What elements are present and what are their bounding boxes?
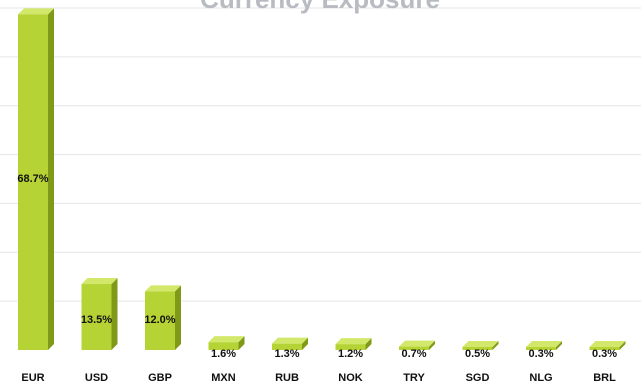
chart-title: Currency Exposure	[200, 0, 440, 14]
bar-side	[492, 341, 499, 350]
bar-try	[399, 340, 435, 350]
x-tick-label: GBP	[148, 372, 172, 384]
bar-side	[365, 338, 372, 350]
bar-side	[556, 341, 562, 350]
bar-front	[335, 344, 366, 350]
data-label: 68.7%	[17, 173, 48, 185]
bar-nlg	[526, 341, 562, 350]
bar-mxn	[208, 336, 245, 350]
data-label: 0.3%	[528, 348, 553, 360]
bar-side	[175, 285, 181, 350]
bar-side	[48, 8, 54, 350]
bar-front	[399, 346, 429, 350]
x-tick-label: NLG	[529, 372, 552, 384]
bar-front	[462, 347, 493, 350]
bar-top	[272, 337, 308, 344]
bar-top	[81, 278, 118, 285]
bar-side	[111, 278, 118, 350]
x-tick-label: TRY	[403, 372, 425, 384]
data-label: 12.0%	[144, 314, 175, 326]
bar-front	[526, 347, 556, 350]
bar-nok	[335, 338, 372, 350]
x-tick-label: RUB	[275, 372, 299, 384]
bar-top	[399, 340, 435, 347]
bar-top	[589, 341, 626, 347]
data-label: 1.6%	[211, 348, 236, 360]
bar-top	[145, 285, 181, 292]
data-label: 0.7%	[401, 348, 426, 360]
bar-side	[302, 337, 308, 350]
bar-side	[429, 340, 435, 350]
x-tick-label: USD	[85, 372, 108, 384]
x-tick-label: SGD	[466, 372, 490, 384]
x-axis-ticks: EUR USD GBP MXN RUB NOK TRY SGD NLG BRL	[21, 372, 616, 384]
bar-front	[81, 284, 112, 350]
data-label: 1.2%	[338, 348, 363, 360]
x-tick-label: NOK	[338, 372, 363, 384]
bar-front	[272, 343, 302, 350]
bar-top	[335, 338, 372, 345]
data-labels: 68.7% 13.5% 12.0% 1.6% 1.3% 1.2% 0.7% 0.5% 0.3% 0…	[17, 173, 617, 360]
x-tick-label: EUR	[21, 372, 44, 384]
bar-usd	[81, 278, 118, 350]
data-label: 0.3%	[592, 348, 617, 360]
bar-sgd	[462, 341, 499, 350]
bar-top	[208, 336, 245, 343]
data-label: 13.5%	[81, 314, 112, 326]
bar-rub	[272, 337, 308, 350]
bar-top	[526, 341, 562, 347]
bar-brl	[589, 341, 626, 350]
x-tick-label: MXN	[211, 372, 236, 384]
bar-front	[208, 342, 239, 350]
bar-top	[462, 341, 499, 347]
grid	[0, 7, 641, 302]
data-label: 1.3%	[274, 348, 299, 360]
data-label: 0.5%	[465, 348, 490, 360]
bars	[18, 8, 626, 350]
bar-gbp	[145, 285, 181, 350]
bar-side	[619, 341, 626, 350]
bar-front	[145, 291, 175, 350]
bar-top	[18, 8, 54, 15]
x-tick-label: BRL	[593, 372, 616, 384]
bar-side	[238, 336, 245, 350]
bar-front	[18, 14, 48, 350]
bar-eur	[18, 8, 54, 350]
bar-front	[589, 347, 620, 350]
